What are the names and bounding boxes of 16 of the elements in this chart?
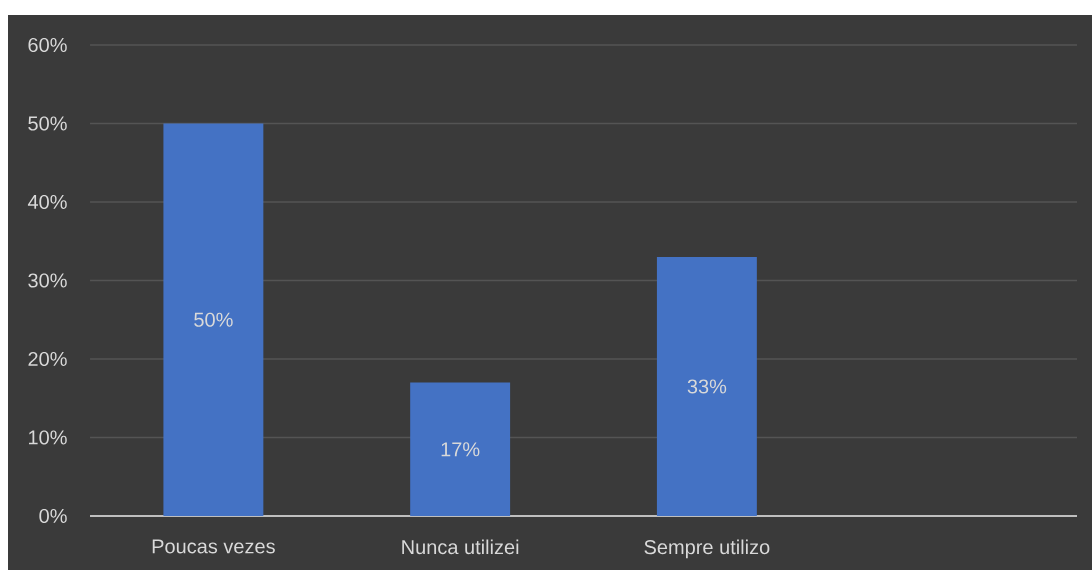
x-tick-label: Nunca utilizei [402,539,519,555]
y-tick-label: 20% [28,351,67,367]
data-label: 17% [441,442,480,457]
y-tick-label: 50% [28,116,67,131]
x-tick-label: Poucas vezes [152,539,275,554]
y-tick-label: 10% [28,430,67,445]
bar [163,123,264,516]
bar [656,256,757,516]
bar [410,382,511,516]
y-tick-label: 0% [39,508,67,524]
y-tick-label: 60% [28,37,67,53]
data-label: 50% [194,312,233,327]
data-label: 33% [687,379,727,394]
x-tick-label: Sempre utilizo [644,539,770,559]
y-tick-label: 40% [27,194,67,210]
y-tick-label: 30% [28,273,67,288]
